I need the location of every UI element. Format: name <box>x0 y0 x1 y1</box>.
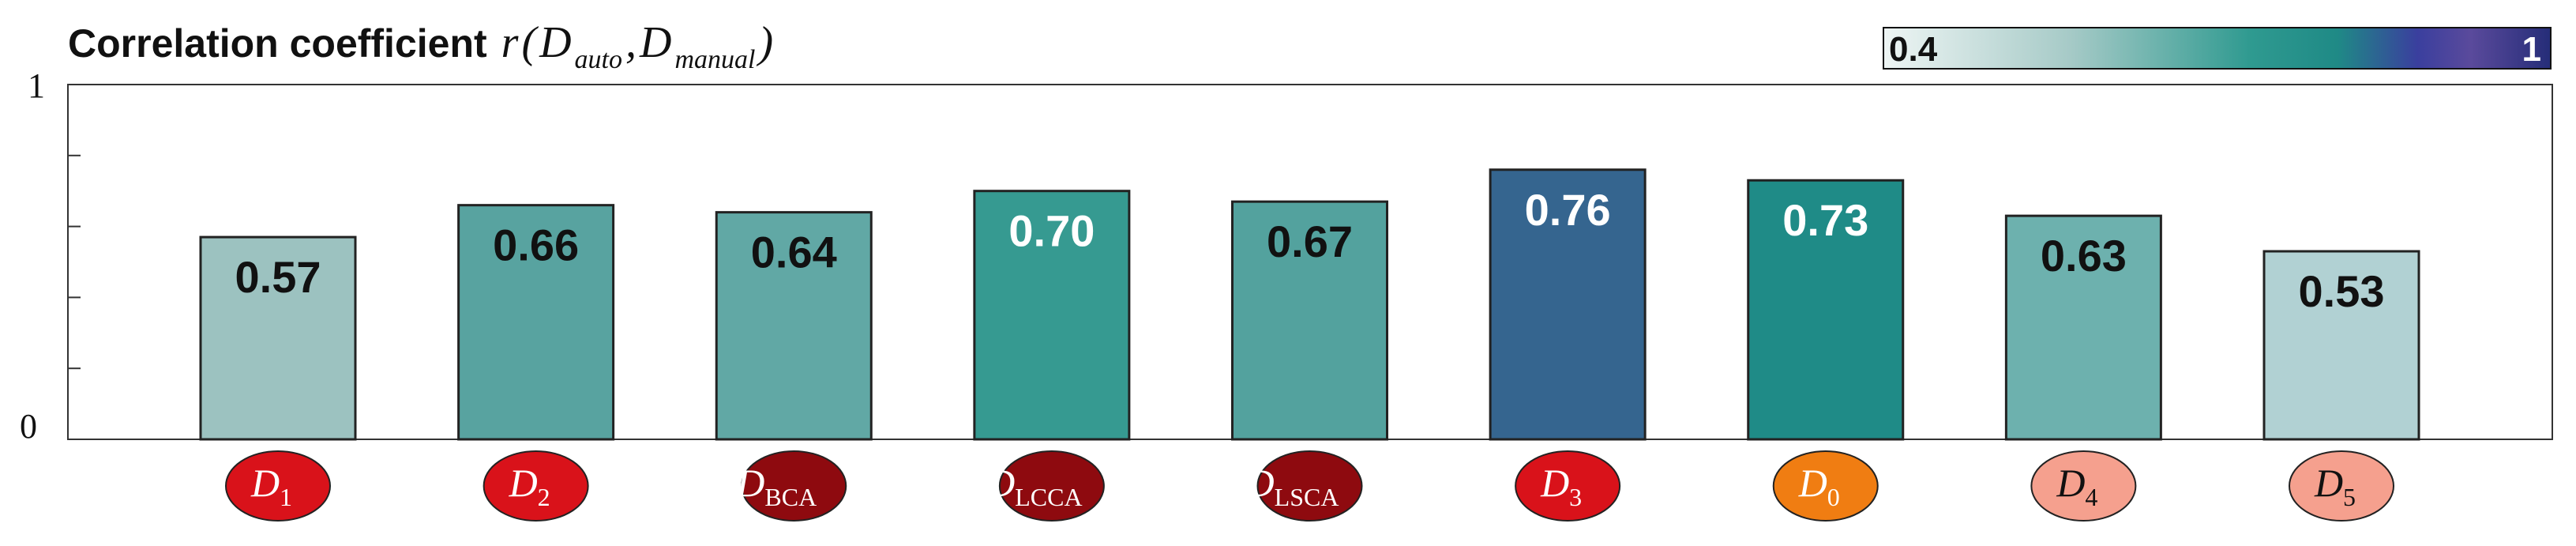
y-tick-label-1: 1 <box>28 66 45 105</box>
bar-value-label: 0.64 <box>751 228 837 277</box>
category-label: D0 <box>1798 461 1840 511</box>
bar <box>2004 214 2162 441</box>
bar <box>2262 250 2420 441</box>
category-badge <box>1256 450 1363 522</box>
category-badge <box>2030 450 2137 522</box>
bar-value-label: 0.70 <box>1008 206 1095 256</box>
title-d-manual: D <box>639 18 671 67</box>
title-sub-auto: auto <box>575 45 622 74</box>
bar-value-label: 0.67 <box>1267 217 1353 266</box>
bars-group: 0.57 0.66 0.64 0.70 0.67 0.76 0.73 0.63 0.53 <box>199 168 2420 441</box>
bar <box>1747 179 1905 441</box>
category-label: D3 <box>1540 461 1582 511</box>
bar <box>1489 168 1647 441</box>
bar <box>715 211 873 441</box>
title-r: r <box>501 18 519 67</box>
colorbar-gradient <box>1883 27 2552 70</box>
title-comma: , <box>625 18 636 67</box>
category-label: D1 <box>250 461 292 511</box>
category-label: D5 <box>2314 461 2356 511</box>
colorbar: 0.4 1 <box>1883 27 2552 70</box>
bar-value-label: 0.66 <box>493 220 579 270</box>
bar-value-label: 0.73 <box>1782 195 1868 245</box>
category-labels: D1 D2 DBCA DLCCA DLSCA D3 D0 D4 D5 <box>225 450 2394 522</box>
bar-value-label: 0.76 <box>1525 185 1611 235</box>
title-open-paren: ( <box>521 18 539 67</box>
category-badge <box>741 450 847 522</box>
title-d-auto: D <box>539 18 571 67</box>
chart-title: Correlation coefficient r ( D auto , D m… <box>68 18 773 74</box>
category-label: DLSCA <box>1245 461 1339 511</box>
colorbar-max-label: 1 <box>2522 30 2541 69</box>
category-badge <box>1772 450 1879 522</box>
bar <box>1231 200 1388 441</box>
category-label: DLCCA <box>986 461 1082 511</box>
title-sub-manual: manual <box>674 45 755 74</box>
bar-value-label: 0.53 <box>2299 266 2385 316</box>
y-axis-ticks <box>68 84 81 440</box>
category-label: D2 <box>509 461 550 511</box>
category-label: D4 <box>2056 461 2097 511</box>
colorbar-min-label: 0.4 <box>1889 30 1938 69</box>
category-label: DBCA <box>735 461 817 511</box>
title-close-paren: ) <box>756 18 773 67</box>
category-badge <box>2289 450 2394 522</box>
title-prefix: Correlation coefficient <box>68 21 487 66</box>
category-badge <box>1515 450 1621 522</box>
category-badge <box>225 450 331 522</box>
bar <box>973 190 1131 441</box>
category-badge <box>998 450 1105 522</box>
category-badge <box>483 450 589 522</box>
bar-value-label: 0.57 <box>235 252 321 302</box>
bar-value-label: 0.63 <box>2041 231 2127 281</box>
bar <box>199 235 357 441</box>
y-tick-label-0: 0 <box>20 407 37 446</box>
bar <box>457 204 615 441</box>
